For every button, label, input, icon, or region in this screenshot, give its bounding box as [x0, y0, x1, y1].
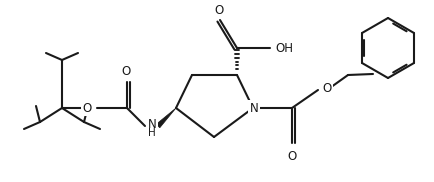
Text: O: O [287, 150, 296, 163]
Text: N: N [250, 102, 258, 114]
Text: H: H [148, 128, 156, 138]
Text: N: N [148, 118, 156, 132]
Text: OH: OH [275, 41, 293, 54]
Text: O: O [322, 82, 331, 94]
Text: O: O [122, 65, 131, 78]
Polygon shape [156, 108, 176, 128]
Text: O: O [83, 102, 92, 114]
Text: O: O [214, 4, 224, 17]
